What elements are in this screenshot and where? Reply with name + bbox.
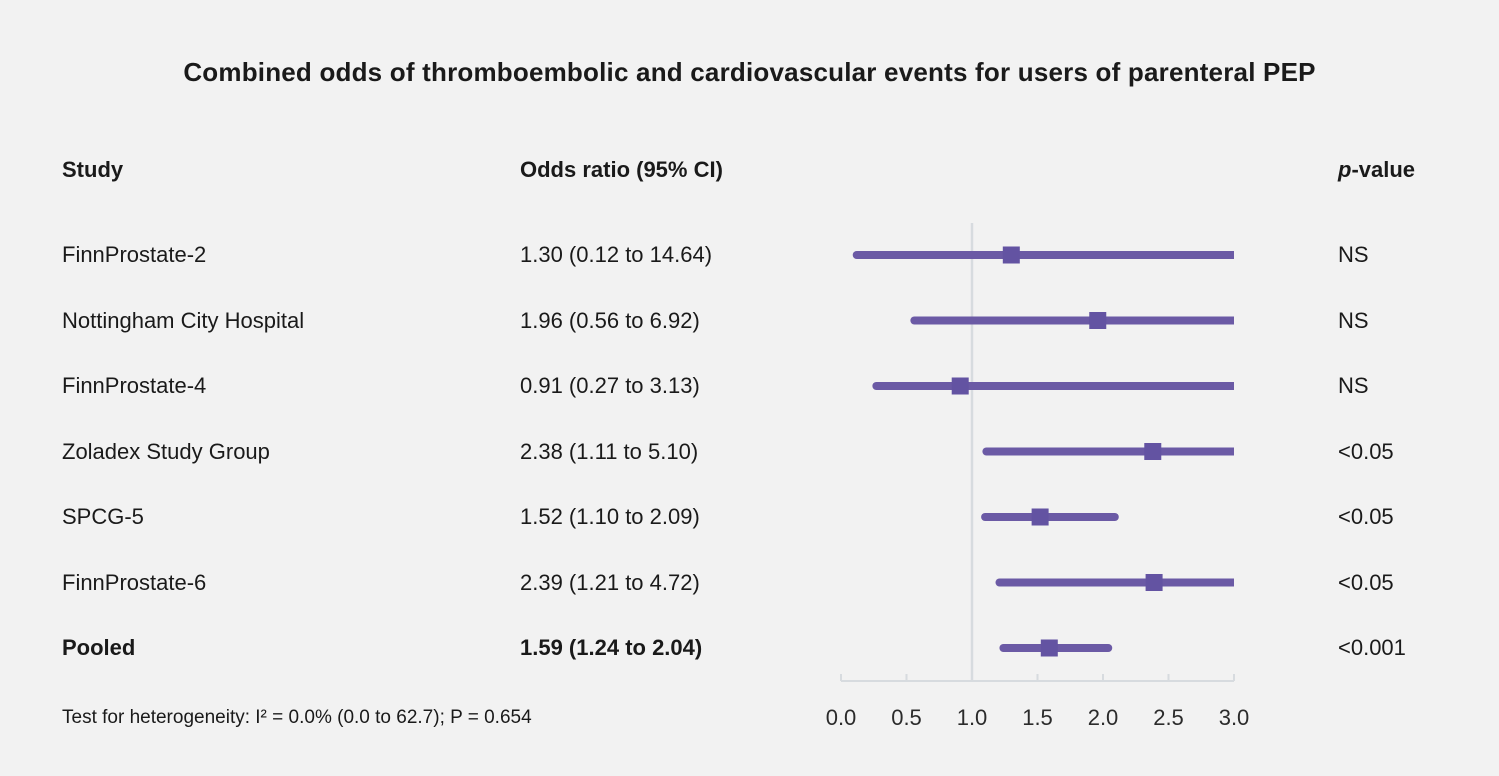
p-value: <0.05	[1338, 504, 1394, 529]
x-axis-tick-label: 2.0	[1088, 705, 1119, 730]
ci-left-cap	[981, 513, 990, 521]
heterogeneity-note: Test for heterogeneity: I² = 0.0% (0.0 t…	[62, 707, 532, 728]
odds-ratio-marker	[951, 377, 969, 395]
header-p-value: p-value	[1338, 155, 1415, 185]
study-name: FinnProstate-4	[62, 373, 207, 398]
study-name: FinnProstate-2	[62, 242, 207, 267]
ci-left-cap	[872, 382, 881, 390]
table-row: FinnProstate-4 0.91 (0.27 to 3.13) NS	[0, 371, 1499, 401]
p-value: <0.05	[1338, 569, 1394, 595]
table-row: Zoladex Study Group 2.38 (1.11 to 5.10) …	[0, 437, 1499, 467]
header-p-rest: -value	[1351, 157, 1416, 182]
column-header-row: Study Odds ratio (95% CI) p-value	[0, 155, 1499, 185]
odds-ratio-marker	[1031, 508, 1049, 526]
table-row-pooled: Pooled 1.59 (1.24 to 2.04) <0.001	[0, 633, 1499, 663]
table-row: FinnProstate-2 1.30 (0.12 to 14.64) NS	[0, 240, 1499, 270]
ci-left-cap	[995, 578, 1004, 587]
study-name: Zoladex Study Group	[62, 438, 270, 464]
p-value: NS	[1338, 373, 1369, 398]
odds-ratio-marker	[1040, 639, 1058, 657]
study-name: FinnProstate-6	[62, 569, 207, 595]
p-value: <0.001	[1338, 635, 1406, 660]
p-value: NS	[1338, 242, 1369, 267]
ci-left-cap	[852, 251, 861, 259]
odds-ratio-marker	[1089, 312, 1107, 329]
table-row: SPCG-5 1.52 (1.10 to 2.09) <0.05	[0, 502, 1499, 532]
x-axis-tick-label: 1.0	[957, 705, 988, 730]
x-axis-tick-label: 3.0	[1219, 705, 1250, 730]
table-row: Nottingham City Hospital 1.96 (0.56 to 6…	[0, 306, 1499, 336]
odds-ratio-ci: 1.96 (0.56 to 6.92)	[520, 307, 700, 333]
odds-ratio-ci: 1.30 (0.12 to 14.64)	[520, 242, 713, 267]
x-axis-tick-label: 0.0	[826, 705, 857, 730]
study-name: SPCG-5	[62, 504, 144, 529]
header-odds-ratio: Odds ratio (95% CI)	[520, 157, 723, 182]
odds-ratio-ci: 2.39 (1.21 to 4.72)	[520, 569, 700, 595]
table-row: FinnProstate-6 2.39 (1.21 to 4.72) <0.05	[0, 568, 1499, 598]
ci-right-cap	[1110, 513, 1119, 521]
odds-ratio-ci: 0.91 (0.27 to 3.13)	[520, 373, 700, 398]
odds-ratio-ci: 2.38 (1.11 to 5.10)	[520, 438, 699, 464]
ci-right-cap	[1104, 644, 1113, 652]
study-name: Nottingham City Hospital	[62, 307, 305, 333]
figure-title: Combined odds of thromboembolic and card…	[183, 57, 1316, 87]
x-axis-tick-label: 0.5	[891, 705, 922, 730]
odds-ratio-ci: 1.59 (1.24 to 2.04)	[520, 635, 703, 660]
header-study: Study	[62, 157, 124, 182]
odds-ratio-marker	[1002, 246, 1020, 264]
header-p-italic: p	[1338, 157, 1352, 182]
p-value: <0.05	[1338, 438, 1394, 464]
odds-ratio-ci: 1.52 (1.10 to 2.09)	[520, 504, 700, 529]
ci-left-cap	[910, 316, 919, 325]
ci-left-cap	[999, 644, 1008, 652]
x-axis-tick-label: 2.5	[1153, 705, 1184, 730]
ci-left-cap	[982, 447, 991, 456]
p-value: NS	[1338, 307, 1369, 333]
study-name: Pooled	[62, 635, 136, 660]
odds-ratio-marker	[1145, 574, 1163, 591]
x-axis-tick-label: 1.5	[1022, 705, 1053, 730]
odds-ratio-marker	[1144, 443, 1162, 460]
